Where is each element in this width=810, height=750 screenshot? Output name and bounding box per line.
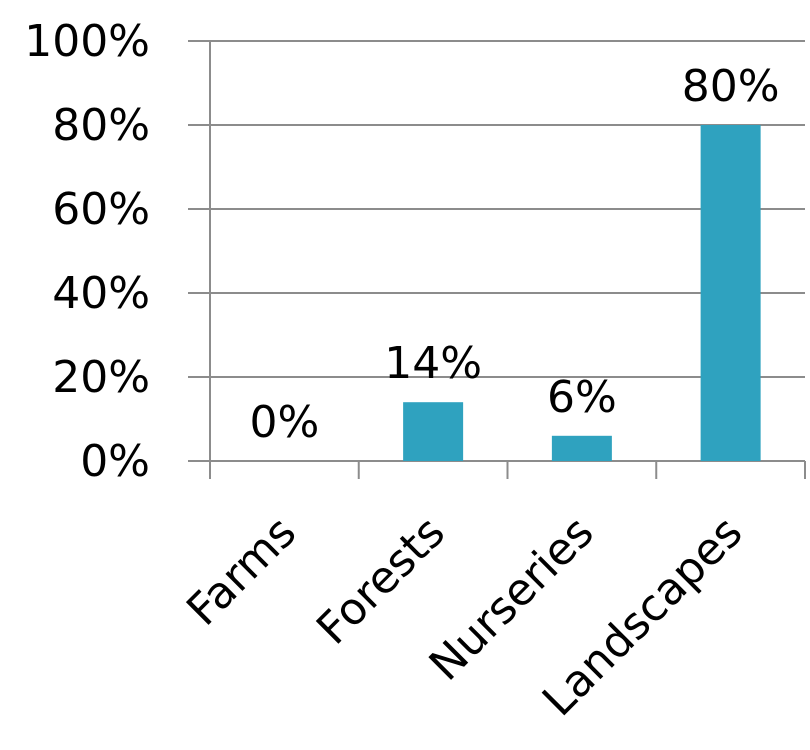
data-label: 14% bbox=[384, 338, 482, 389]
y-tick-labels: 0% 20% 40% 60% 80% 100% bbox=[24, 16, 150, 487]
y-tick-label: 60% bbox=[52, 184, 150, 235]
y-tick-label: 20% bbox=[52, 352, 150, 403]
data-label: 80% bbox=[682, 61, 780, 112]
data-label: 6% bbox=[547, 372, 617, 423]
bar-landscapes bbox=[700, 125, 761, 461]
bar-nurseries bbox=[551, 435, 612, 461]
y-tick-label: 80% bbox=[52, 100, 150, 151]
bar-forests bbox=[403, 402, 464, 461]
bars bbox=[403, 125, 761, 461]
category-label: Farms bbox=[177, 507, 306, 636]
data-label: 0% bbox=[249, 397, 319, 448]
category-label: Forests bbox=[307, 507, 455, 655]
y-tick-label: 0% bbox=[80, 436, 150, 487]
y-tick-label: 100% bbox=[24, 16, 150, 67]
data-labels: 0% 14% 6% 80% bbox=[249, 61, 779, 448]
y-tick-label: 40% bbox=[52, 268, 150, 319]
